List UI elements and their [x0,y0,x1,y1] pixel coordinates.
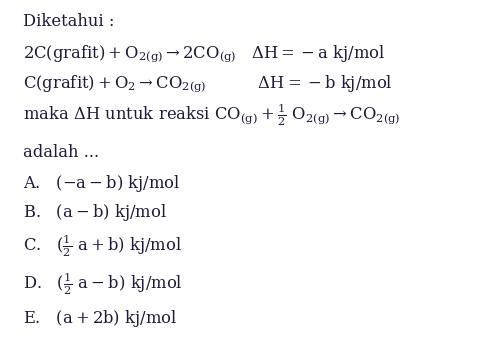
Text: $\mathregular{maka\ \Delta H\ untuk\ reaksi\ CO_{(g)} + \frac{1}{2}\ O_{2(g)} \r: $\mathregular{maka\ \Delta H\ untuk\ rea… [23,102,399,128]
Text: adalah ...: adalah ... [23,144,99,161]
Text: $\mathregular{2C(grafit) + O_{2(g)} \rightarrow 2CO_{(g)}}$   $\mathregular{\Del: $\mathregular{2C(grafit) + O_{2(g)} \rig… [23,43,384,64]
Text: Diketahui :: Diketahui : [23,13,114,30]
Text: $\mathregular{C(grafit) + O_2 \rightarrow CO_{2(g)}}$          $\mathregular{\De: $\mathregular{C(grafit) + O_2 \rightarro… [23,73,392,94]
Text: D.   $\mathregular{(\frac{1}{2}\ a - b)\ kj/mol}$: D. $\mathregular{(\frac{1}{2}\ a - b)\ k… [23,270,182,297]
Text: B.   $\mathregular{(a - b)\ kj/mol}$: B. $\mathregular{(a - b)\ kj/mol}$ [23,202,166,223]
Text: A.   $\mathregular{(-a - b)\ kj/mol}$: A. $\mathregular{(-a - b)\ kj/mol}$ [23,173,180,194]
Text: C.   $\mathregular{(\frac{1}{2}\ a + b)\ kj/mol}$: C. $\mathregular{(\frac{1}{2}\ a + b)\ k… [23,232,181,259]
Text: E.   $\mathregular{(a + 2b)\ kj/mol}$: E. $\mathregular{(a + 2b)\ kj/mol}$ [23,308,176,329]
